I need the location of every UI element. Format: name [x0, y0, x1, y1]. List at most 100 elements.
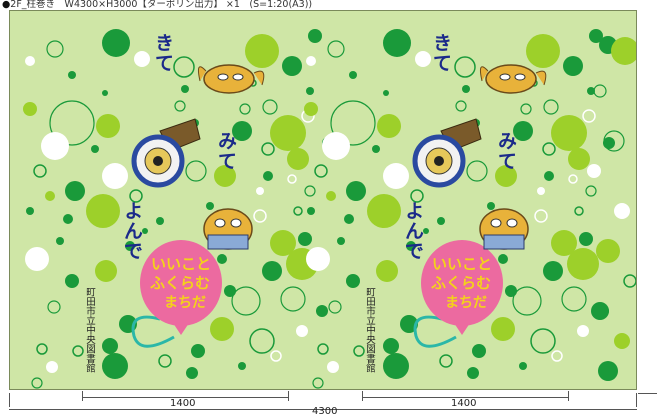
- polka-dot: [287, 148, 309, 170]
- polka-dot: [191, 344, 205, 358]
- polka-dot: [56, 237, 64, 245]
- polka-dot: [306, 87, 314, 95]
- polka-dot: [26, 207, 34, 215]
- polka-dot: [505, 285, 517, 297]
- polka-dot: [280, 286, 306, 312]
- polka-dot: [307, 207, 315, 215]
- polka-dot: [96, 114, 120, 138]
- polka-dot: [328, 300, 342, 314]
- polka-dot: [487, 202, 495, 210]
- dim-right-leader: [638, 393, 657, 394]
- polka-dot: [377, 114, 401, 138]
- polka-dot: [472, 344, 486, 358]
- polka-dot: [491, 317, 515, 341]
- polka-dot: [306, 56, 316, 66]
- polka-dot: [317, 343, 329, 355]
- reading-bird-character-left: [203, 208, 253, 250]
- polka-dot: [344, 214, 354, 224]
- polka-dot: [526, 34, 560, 68]
- polka-dot: [574, 206, 584, 216]
- polka-dot: [520, 103, 532, 115]
- polka-dot: [603, 130, 625, 152]
- polka-dot: [102, 163, 128, 189]
- polka-dot: [327, 361, 339, 373]
- balloon-line-1-left: いいこと: [151, 255, 211, 273]
- polka-dot-pattern: [23, 29, 636, 389]
- polka-dot: [383, 163, 409, 189]
- illustrations-layer: いいこと ふくらむ まちだ いいこと ふくらむ まちだ: [131, 64, 547, 348]
- dim-label-total: 4300: [312, 406, 338, 417]
- polka-dot: [376, 260, 398, 282]
- balloon-illustration-left: [131, 240, 222, 348]
- polka-dot: [102, 353, 128, 379]
- library-name-left: 町田市立中央図書館: [84, 287, 95, 373]
- polka-dot: [312, 377, 324, 389]
- polka-dot: [439, 354, 453, 368]
- polka-dot: [262, 99, 278, 115]
- polka-dot: [593, 84, 607, 98]
- balloon-line-3-right: まちだ: [445, 295, 487, 311]
- polka-dot: [542, 142, 556, 156]
- header-bullet: ●: [2, 0, 11, 10]
- polka-dot: [406, 241, 416, 251]
- dim-tick-a: [82, 391, 83, 401]
- polka-dot: [224, 285, 236, 297]
- polka-dot: [25, 247, 49, 271]
- polka-dot: [543, 99, 559, 115]
- polka-dot: [530, 328, 556, 354]
- dim-tick-d: [568, 391, 569, 401]
- polka-dot: [316, 305, 328, 317]
- polka-dot: [102, 29, 130, 57]
- polka-dot: [134, 51, 150, 67]
- polka-dot: [49, 100, 95, 146]
- balloon-line-2-right: ふくらむ: [431, 274, 491, 292]
- polka-dot: [253, 209, 267, 223]
- polka-dot: [65, 181, 85, 201]
- polka-dot: [314, 164, 328, 178]
- dim-tick-c: [362, 391, 363, 401]
- dim-line-total: [9, 409, 637, 410]
- polka-dot: [63, 214, 73, 224]
- polka-dot: [306, 247, 330, 271]
- polka-dot: [296, 325, 308, 337]
- polka-dot: [551, 115, 587, 151]
- polka-dot: [91, 145, 99, 153]
- polka-dot: [298, 232, 312, 246]
- polka-dot: [353, 345, 365, 357]
- polka-dot: [239, 103, 251, 115]
- polka-dot: [186, 367, 198, 379]
- polka-dot: [46, 40, 64, 58]
- polka-dot: [102, 90, 108, 96]
- polka-dot: [346, 274, 360, 288]
- polka-dot: [568, 174, 578, 184]
- polka-dot: [86, 194, 120, 228]
- polka-dot: [462, 85, 470, 93]
- polka-dot: [45, 191, 55, 201]
- polka-dot: [455, 100, 467, 112]
- polka-dot: [41, 132, 69, 160]
- polka-dot: [174, 100, 186, 112]
- polka-dot: [308, 29, 322, 43]
- polka-dot: [125, 241, 135, 251]
- balloon-line-3-left: まちだ: [164, 295, 206, 311]
- flying-bird-character-right: [480, 64, 547, 94]
- polka-dot: [498, 254, 508, 264]
- word-kite-left: きて: [152, 33, 174, 73]
- polka-dot: [423, 228, 429, 234]
- polka-dot: [46, 361, 58, 373]
- word-mite-left: みて: [215, 131, 237, 171]
- polka-dot: [102, 338, 118, 354]
- dim-tick-left-outer: [9, 393, 10, 407]
- polka-dot: [563, 56, 583, 76]
- polka-dot: [577, 325, 589, 337]
- polka-dot: [543, 261, 563, 281]
- polka-dot: [587, 87, 595, 95]
- polka-dot: [467, 367, 479, 379]
- polka-dot: [437, 217, 445, 225]
- polka-dot: [262, 261, 282, 281]
- polka-dot: [383, 90, 389, 96]
- polka-dot: [579, 232, 593, 246]
- reading-bird-character-right: [479, 208, 529, 250]
- polka-dot: [410, 189, 424, 203]
- polka-dot: [217, 254, 227, 264]
